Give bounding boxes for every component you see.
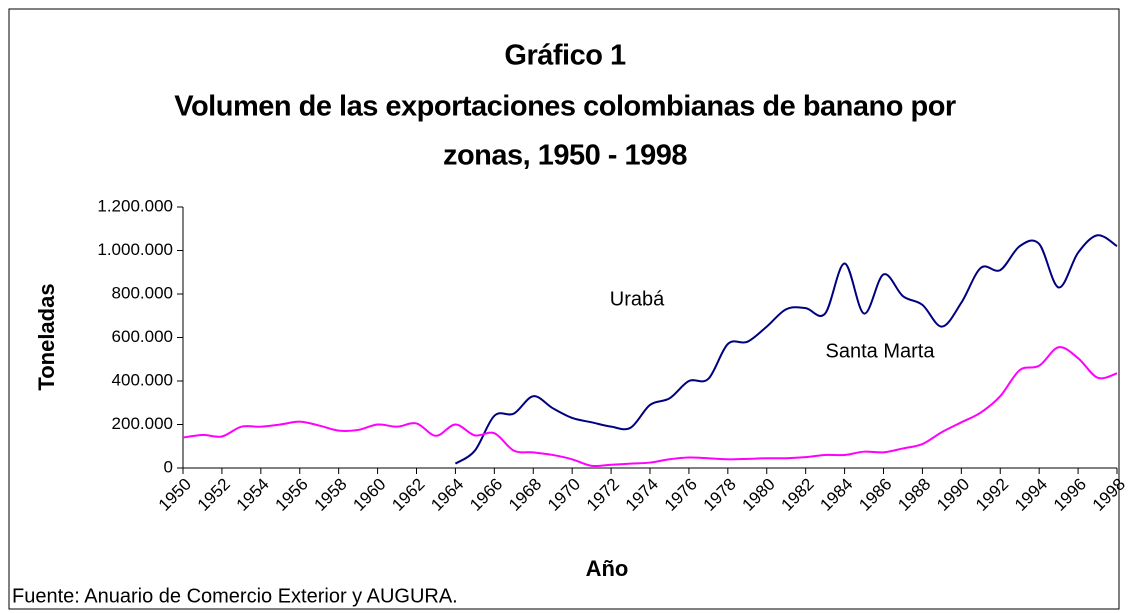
y-tick-label: 400.000: [112, 370, 173, 389]
line-series: [454, 234, 1118, 465]
y-tick-label: 0: [164, 457, 173, 476]
series-label: Urabá: [610, 288, 665, 310]
chart-subtitle: Volumen de las exportaciones colombianas…: [174, 91, 956, 123]
series-label: Santa Marta: [826, 340, 936, 362]
chart-subtitle: zonas, 1950 - 1998: [443, 140, 687, 172]
x-axis-label: Año: [586, 556, 629, 581]
chart-title: Gráfico 1: [504, 40, 626, 72]
y-tick-label: 1.200.000: [97, 196, 173, 215]
line-series: [182, 346, 1118, 468]
y-tick-label: 600.000: [112, 327, 173, 346]
chart-frame: [8, 8, 1120, 610]
y-tick-label: 1.000.000: [97, 240, 173, 259]
y-axis-label: Toneladas: [34, 283, 59, 390]
source-note: Fuente: Anuario de Comercio Exterior y A…: [12, 585, 458, 607]
y-tick-label: 200.000: [112, 414, 173, 433]
y-tick-label: 800.000: [112, 283, 173, 302]
